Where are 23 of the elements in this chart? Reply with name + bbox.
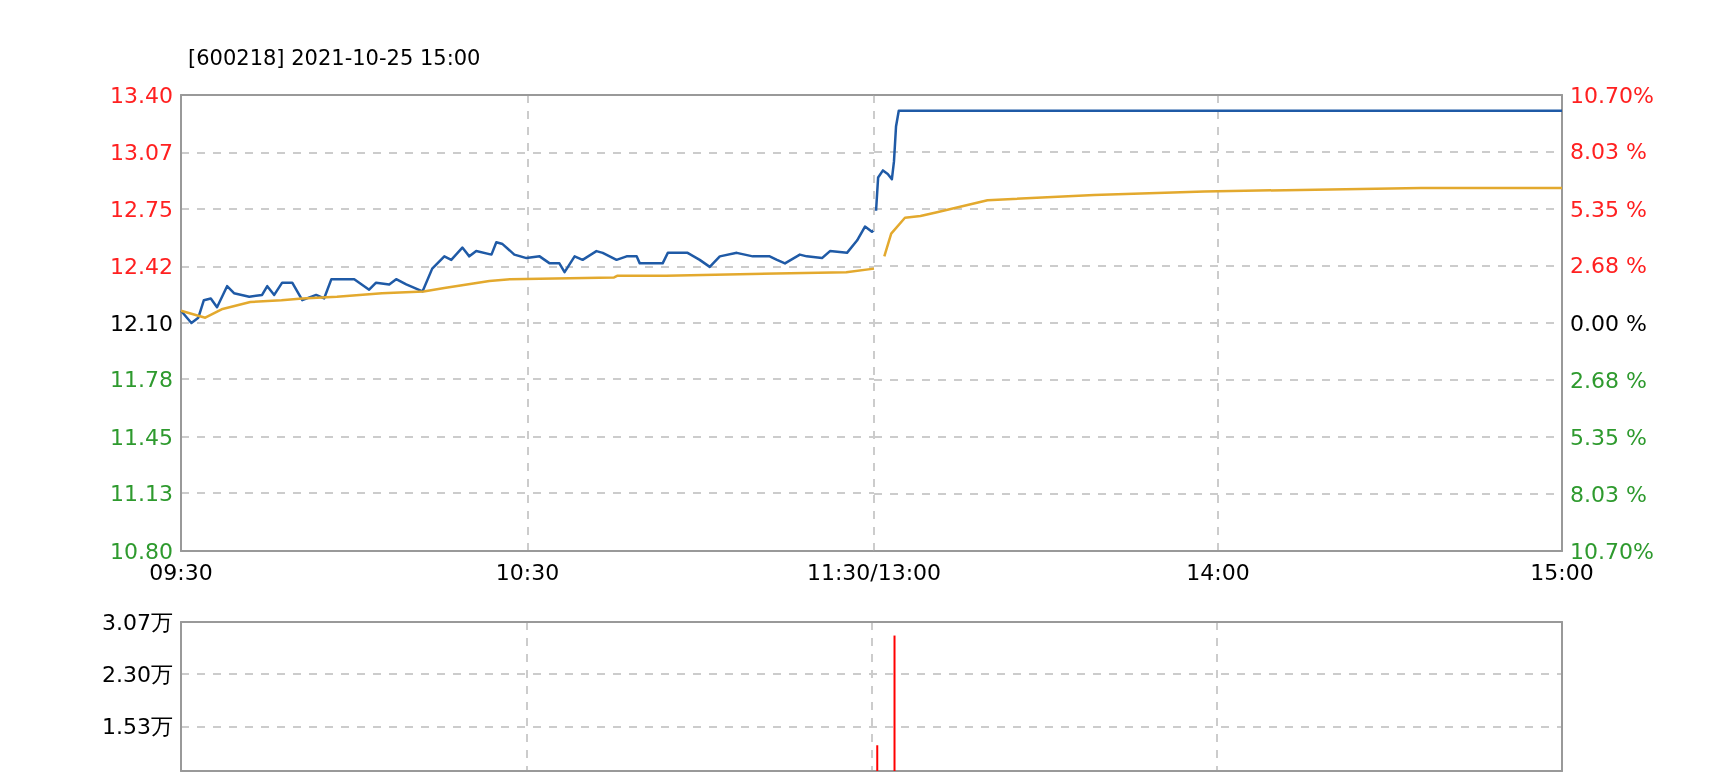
y2-tick-label: 8.03 % [1570,139,1647,165]
y-tick-label: 2.30万 [102,661,173,687]
y-tick-label: 11.45 [110,424,173,450]
x-tick-label: 11:30/13:00 [806,559,942,585]
y-tick-label: 13.40 [110,82,173,108]
chart-title: [600218] 2021-10-25 15:00 [188,45,481,70]
y-tick-label: 11.78 [110,366,173,392]
y2-tick-label: 2.68 % [1570,253,1647,279]
y2-tick-label: 5.35 % [1570,196,1647,222]
y2-tick-label: 2.68 % [1570,367,1647,393]
y-tick-label: 11.13 [110,480,173,506]
y-tick-label: 12.10 [110,310,173,336]
y2-tick-label: 10.70% [1570,82,1654,108]
y-tick-label: 3.07万 [102,609,173,635]
y-tick-label: 12.75 [110,196,173,222]
y-tick-label: 13.07 [110,140,173,166]
y2-tick-label: 0.00 % [1570,310,1647,336]
y2-tick-label: 5.35 % [1570,424,1647,450]
y-tick-label: 1.53万 [102,713,173,739]
y-tick-label: 12.42 [110,254,173,280]
y2-tick-label: 8.03 % [1570,481,1647,507]
x-tick-label: 14:00 [1186,559,1250,585]
x-tick-label: 10:30 [495,559,560,585]
